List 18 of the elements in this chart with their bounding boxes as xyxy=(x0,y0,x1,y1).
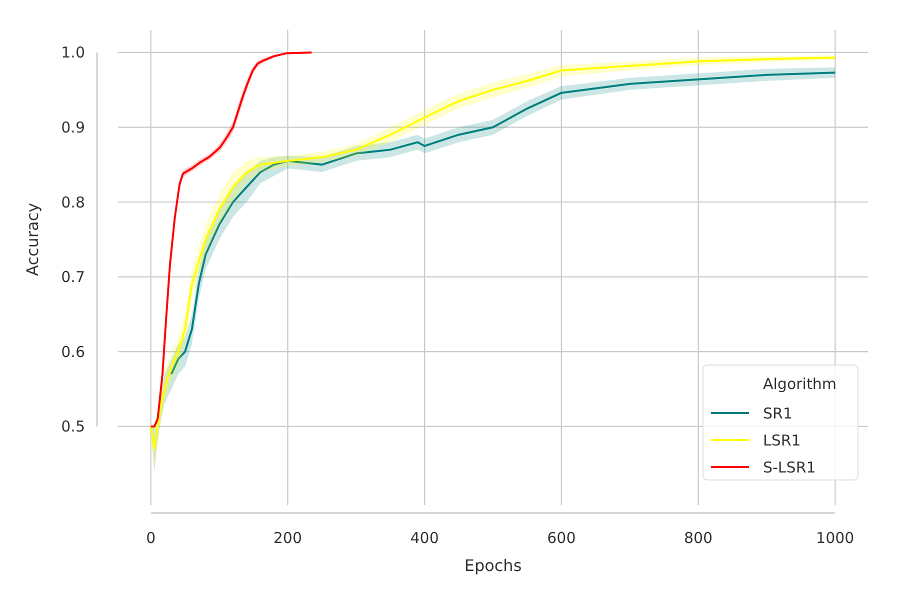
y-tick-label: 0.9 xyxy=(61,118,85,136)
legend-label: LSR1 xyxy=(763,431,801,450)
x-axis-title: Epochs xyxy=(464,556,522,575)
y-tick-label: 0.6 xyxy=(61,342,85,361)
x-tick-label: 400 xyxy=(410,529,439,547)
y-tick-label: 0.8 xyxy=(61,193,85,212)
legend-label: SR1 xyxy=(763,404,792,422)
y-axis-title: Accuracy xyxy=(23,202,42,276)
y-tick-label: 0.5 xyxy=(61,418,85,436)
legend-title: Algorithm xyxy=(763,375,836,393)
x-tick-label: 200 xyxy=(273,529,302,547)
x-tick-label: 1000 xyxy=(816,529,854,547)
y-tick-label: 1.0 xyxy=(61,44,85,62)
y-tick-label: 0.7 xyxy=(61,268,85,286)
x-tick-label: 0 xyxy=(146,529,156,547)
x-tick-label: 600 xyxy=(547,529,576,547)
legend-label: S-LSR1 xyxy=(763,458,816,476)
x-tick-label: 800 xyxy=(684,529,713,547)
